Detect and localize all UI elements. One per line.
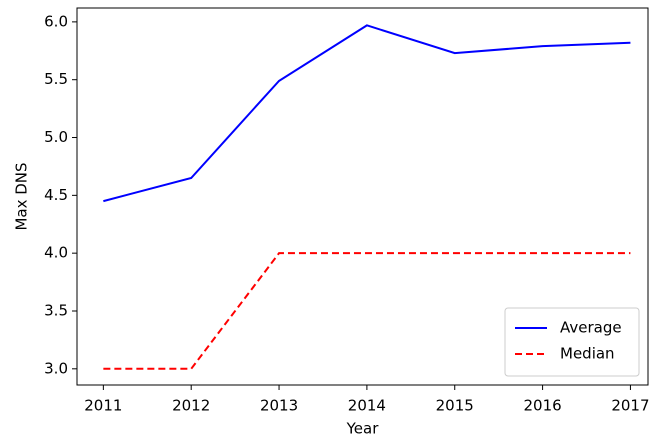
legend-box (504, 307, 640, 377)
data-line (103, 252, 631, 370)
x-tick-label: 2017 (611, 397, 649, 415)
x-tick-label: 2014 (348, 397, 386, 415)
x-tick-label: 2015 (436, 397, 474, 415)
y-tick-label: 6.0 (44, 12, 68, 30)
y-tick-label: 4.5 (44, 186, 68, 204)
plot-frame (76, 7, 649, 386)
y-tick-label: 3.0 (44, 359, 68, 377)
y-tick-label: 3.5 (44, 301, 68, 319)
x-tick-label: 2016 (523, 397, 561, 415)
x-tick-label: 2011 (84, 397, 122, 415)
y-tick-label: 5.0 (44, 128, 68, 146)
legend-label: Average (560, 319, 622, 337)
x-axis-label: Year (346, 420, 380, 438)
y-tick-label: 5.5 (44, 70, 68, 88)
x-tick-label: 2013 (260, 397, 298, 415)
y-tick-label: 4.0 (44, 244, 68, 262)
y-axis-label: Max DNS (13, 162, 31, 230)
legend-label: Median (560, 345, 615, 363)
data-line (103, 24, 631, 203)
x-tick-label: 2012 (172, 397, 210, 415)
